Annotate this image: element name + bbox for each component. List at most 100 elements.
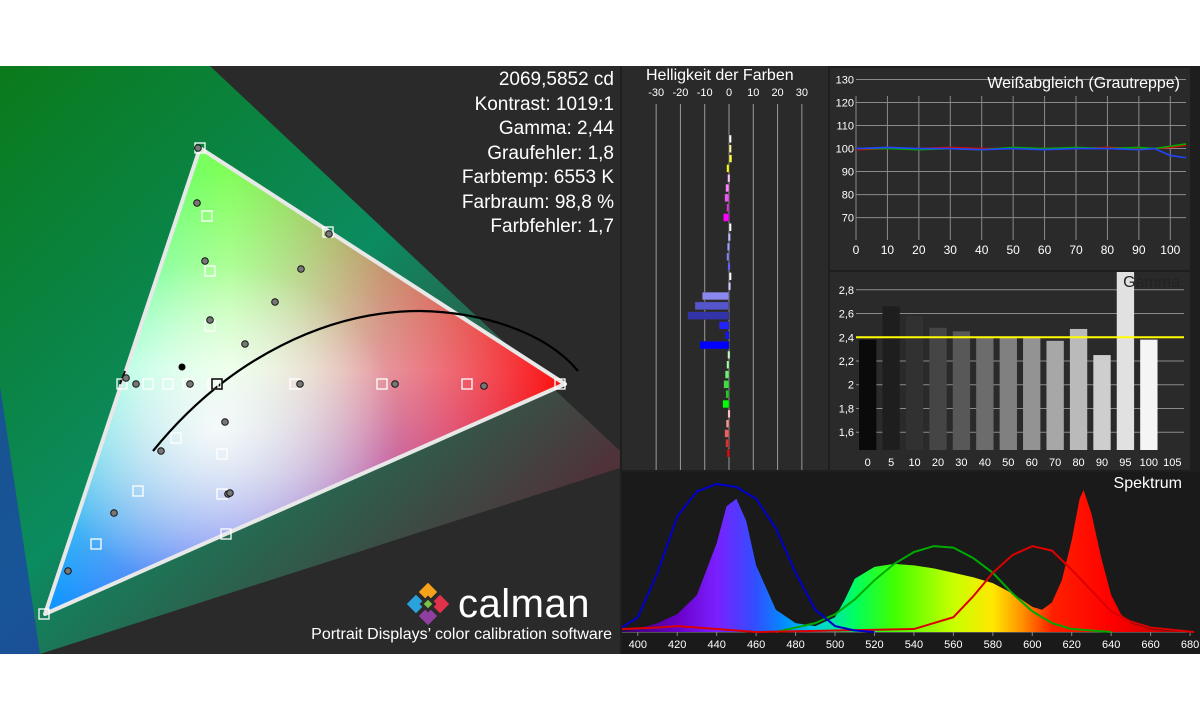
x-tick-label: 30: [955, 457, 967, 469]
luminance-bar: [699, 340, 730, 350]
gamma-bar: [1046, 340, 1064, 450]
x-tick-label: 100: [1140, 457, 1158, 469]
spectral-locus-blue-fringe: [0, 386, 40, 654]
gamma-bar: [1116, 272, 1135, 450]
measured-spectrum: [622, 489, 1194, 632]
x-tick-label: 80: [1101, 243, 1115, 257]
reference-marker: [204, 265, 216, 277]
x-tick-label: 50: [1006, 243, 1020, 257]
x-tick-label: 20: [771, 87, 783, 99]
x-tick-label: 100: [1160, 243, 1180, 257]
cie-markers: [38, 142, 566, 620]
color-luminance-chart: -30 -20 -10 0 10 20 30: [648, 87, 808, 470]
x-tick-label: 50: [1002, 457, 1014, 469]
x-tick-label: -20: [672, 87, 688, 99]
x-tick-label: 40: [979, 457, 991, 469]
x-tick-label: 0: [853, 243, 860, 257]
luminance-bar: [726, 164, 730, 173]
measured-marker: [186, 380, 194, 388]
luminance-bar: [728, 223, 732, 232]
measured-marker: [296, 380, 304, 388]
measured-marker: [157, 447, 165, 455]
x-tick-label: 520: [865, 639, 883, 651]
measured-marker: [271, 298, 279, 306]
x-tick-label: 500: [826, 639, 844, 651]
reference-marker: [201, 210, 213, 222]
measured-marker: [391, 380, 399, 388]
target-white-marker: [211, 378, 223, 390]
x-tick-label: 105: [1163, 457, 1181, 469]
luminance-bar: [726, 252, 730, 261]
white-point-marker: [178, 363, 186, 371]
luminance-bar: [724, 193, 730, 202]
x-tick-label: -10: [697, 87, 713, 99]
luminance-bar: [723, 380, 730, 389]
calman-logo-text: calman: [458, 581, 590, 626]
x-tick-label: 30: [944, 243, 958, 257]
luminance-bar: [726, 203, 730, 212]
stat-gray-error: Graufehler: 1,8: [487, 142, 614, 164]
stat-gamma: Gamma: 2,44: [498, 118, 614, 139]
measured-marker: [122, 374, 130, 382]
luminance-bar: [728, 144, 732, 153]
gamma-panel: 1,6 1,8 2 2,2 2,4 2,6 2,8 0 5 10 20 30 40 50 60 70 80 90 9…: [830, 272, 1190, 470]
stat-color-temp: Farbtemp: 6553 K: [461, 167, 614, 188]
luminance-bar: [694, 301, 730, 310]
y-tick-label: 110: [836, 121, 854, 133]
reference-blue-curve: [622, 482, 875, 633]
gamma-bar: [1093, 355, 1111, 450]
tagline: Portrait Displays’ color calibration sof…: [311, 626, 612, 643]
measured-marker: [325, 230, 333, 238]
spectrum-title: Spektrum: [1113, 475, 1182, 492]
x-tick-label: 20: [932, 457, 944, 469]
gamma-bar: [999, 337, 1017, 450]
reference-marker: [216, 448, 228, 460]
y-tick-label: 80: [842, 190, 854, 202]
luminance-bar: [726, 360, 730, 369]
luminance-bar: [727, 350, 731, 360]
calman-report: 2069,5852 cd Kontrast: 1019:1 Gamma: 2,4…: [0, 66, 1200, 654]
measured-marker: [226, 489, 234, 497]
reference-green-curve: [775, 545, 1112, 633]
x-tick-label: 400: [629, 639, 647, 651]
x-tick-label: 90: [1096, 457, 1108, 469]
luminance-bar: [727, 409, 731, 418]
luminance-bar: [724, 429, 730, 438]
reference-marker: [162, 378, 174, 390]
gamma-bar: [1023, 337, 1041, 450]
x-tick-label: 0: [726, 87, 732, 99]
x-tick-label: 60: [1038, 243, 1052, 257]
x-tick-label: 0: [865, 457, 871, 469]
x-tick-label: 440: [707, 639, 725, 651]
y-tick-label: 120: [836, 98, 854, 110]
reference-marker: [116, 378, 128, 390]
gamma-bar: [882, 306, 900, 450]
cie-diagram: [0, 66, 620, 654]
x-tick-label: 70: [1069, 243, 1083, 257]
color-luminance-panel: Helligkeit der Farben -30 -20 -10 0 10 20 30: [622, 66, 828, 470]
gamma-bar: [905, 315, 924, 450]
stat-contrast: Kontrast: 1019:1: [474, 93, 614, 115]
y-tick-label: 2: [848, 380, 854, 392]
luminance-bar: [719, 321, 730, 330]
gamma-bar: [859, 339, 877, 450]
luminance-bar: [726, 448, 730, 458]
x-tick-label: 10: [908, 457, 920, 469]
cie-diagram-panel: 2069,5852 cd Kontrast: 1019:1 Gamma: 2,4…: [0, 66, 620, 654]
measured-marker: [221, 418, 229, 426]
calman-logo: calman: [406, 578, 590, 630]
reference-marker: [376, 378, 388, 390]
measurement-summary: 2069,5852 cd Kontrast: 1019:1 Gamma: 2,4…: [462, 68, 614, 240]
y-tick-label: 1,6: [839, 427, 854, 439]
luminance-bar: [687, 311, 730, 320]
luminance-bar: [727, 174, 731, 183]
y-tick-label: 2,2: [839, 356, 854, 368]
spectrum-panel: 400 420 440 460 480 500 520 540 560 580 600 620 640 6…: [622, 472, 1200, 654]
calman-logo-icon: [406, 582, 450, 626]
luminance-bar: [727, 262, 731, 271]
reference-marker: [554, 378, 566, 390]
reference-marker: [132, 485, 144, 497]
measured-marker: [110, 509, 118, 517]
x-tick-label: 540: [905, 639, 923, 651]
stat-luminance: 2069,5852 cd: [498, 69, 614, 90]
